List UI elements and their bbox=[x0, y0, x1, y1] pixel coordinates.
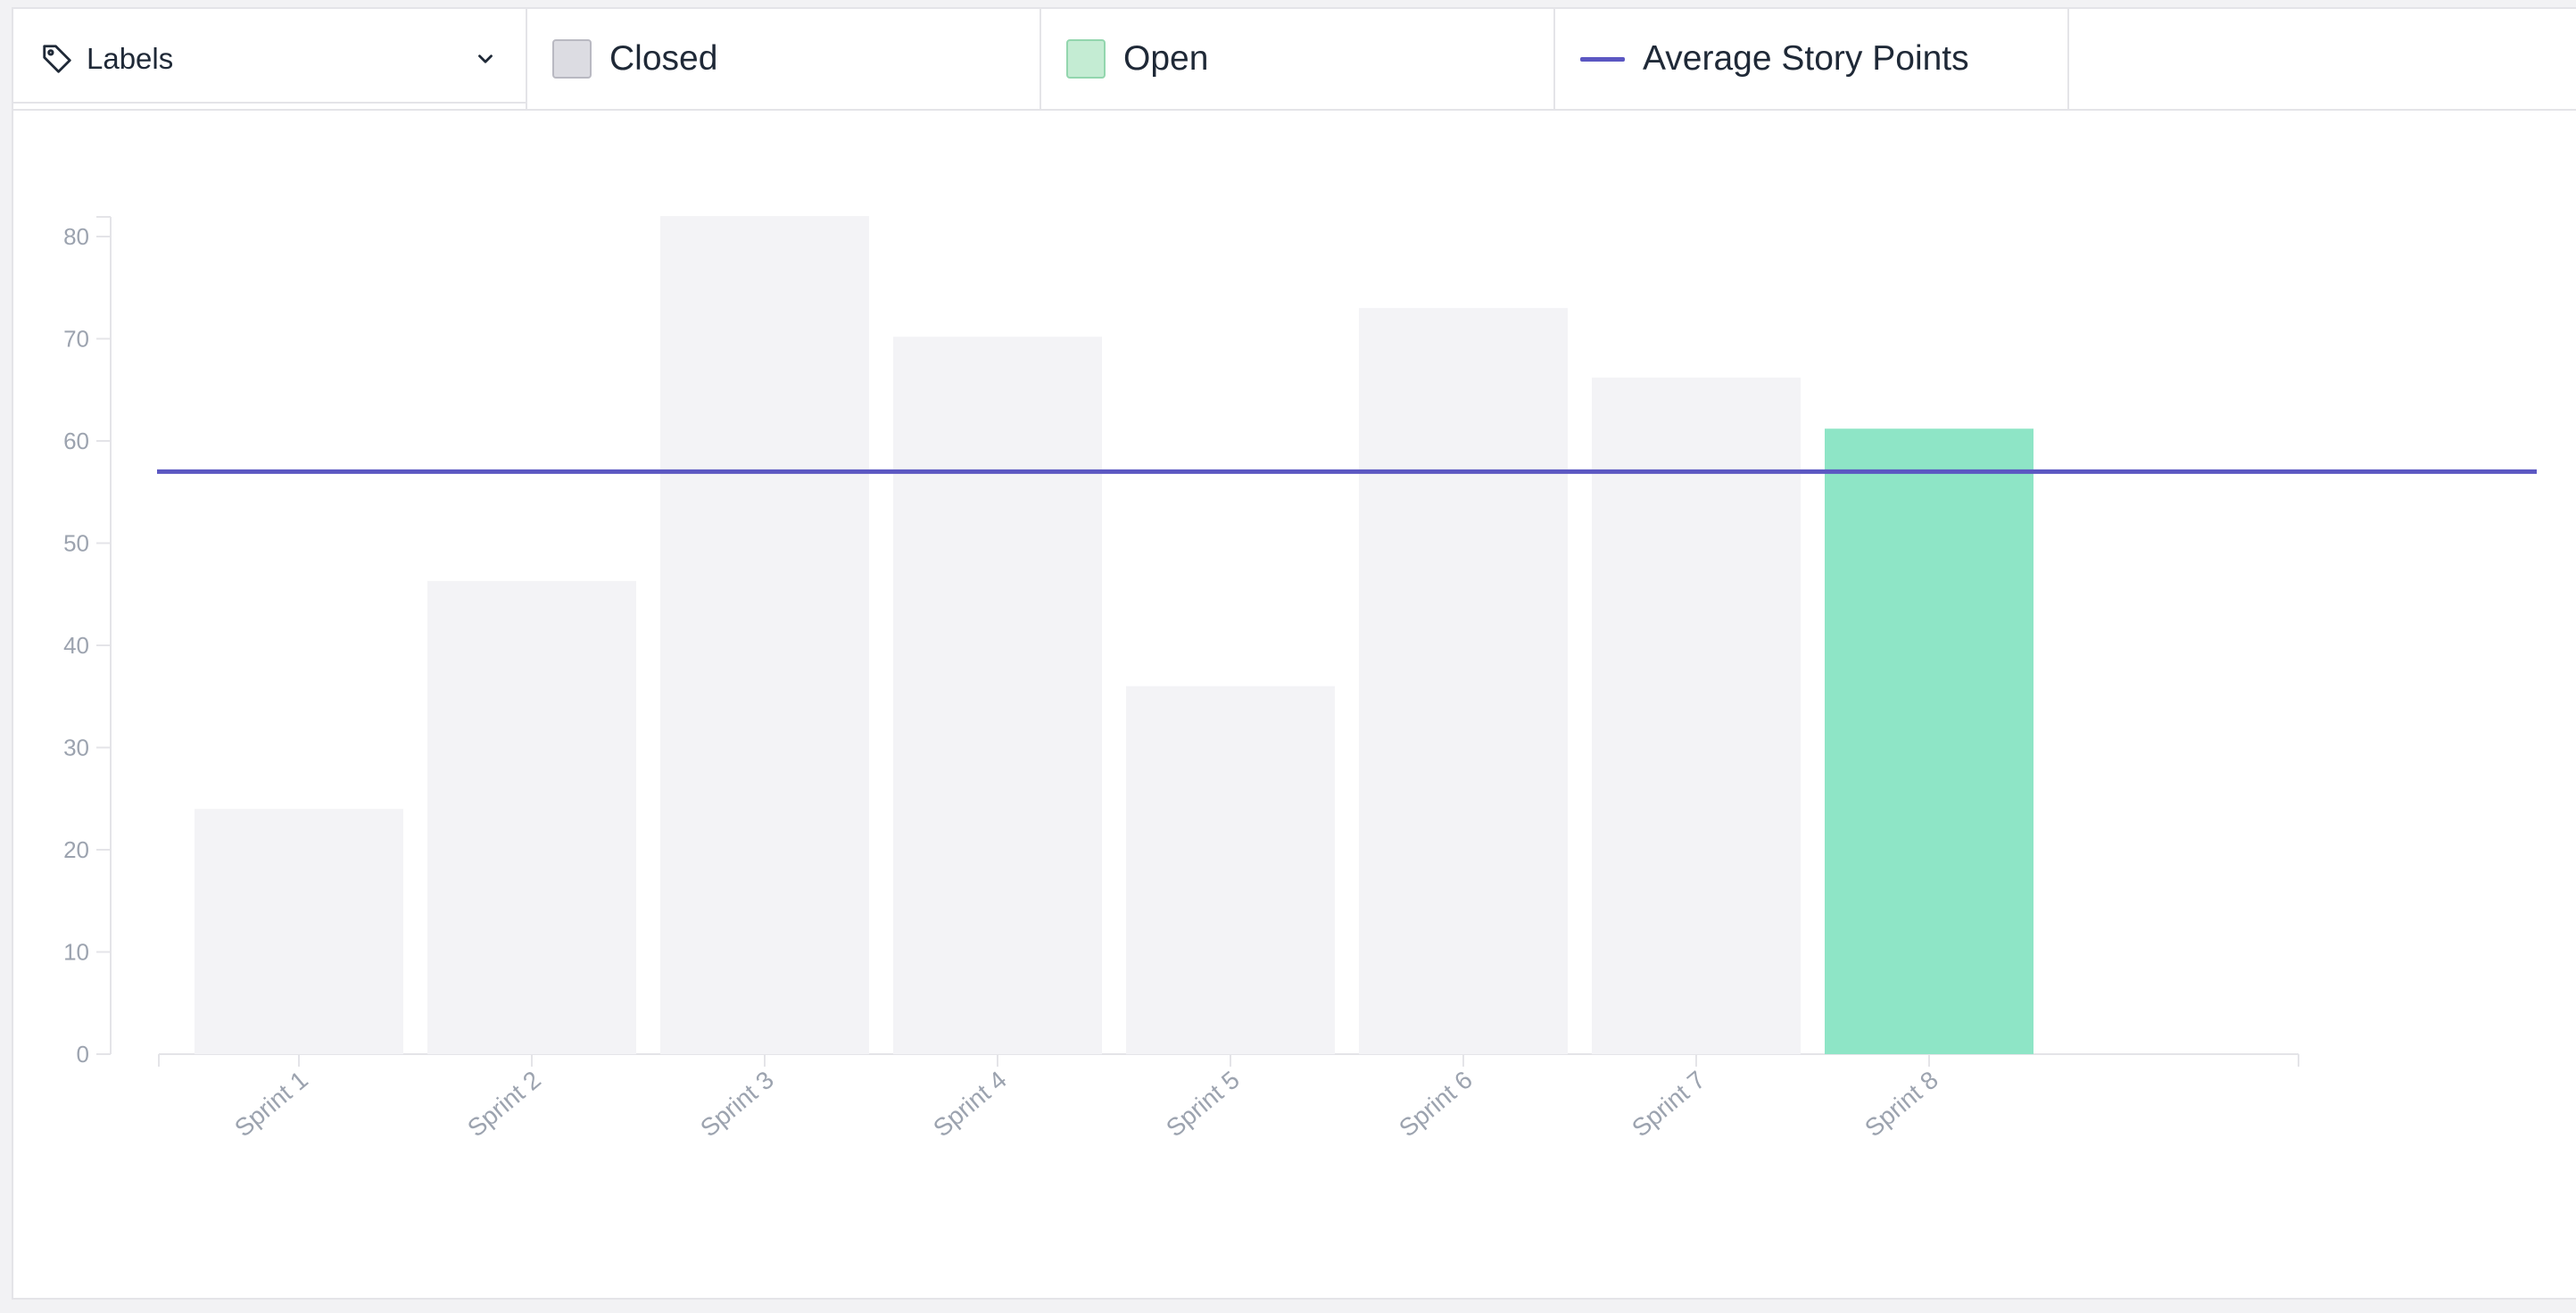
x-tick-label: Sprint 1 bbox=[229, 1066, 313, 1143]
y-tick-label: 40 bbox=[63, 632, 89, 659]
y-tick-label: 80 bbox=[63, 223, 89, 250]
legend-bar: Labels Closed Open Average Story Points bbox=[13, 9, 2576, 111]
x-tick-label: Sprint 6 bbox=[1394, 1066, 1478, 1143]
bar-closed-3 bbox=[660, 216, 869, 1055]
bar-closed-1 bbox=[195, 809, 403, 1054]
x-tick-label: Sprint 7 bbox=[1627, 1066, 1710, 1143]
y-tick-label: 30 bbox=[63, 735, 89, 761]
open-swatch bbox=[1066, 39, 1106, 79]
labels-dropdown-label: Labels bbox=[87, 42, 174, 75]
bar-closed-4 bbox=[893, 337, 1102, 1055]
x-tick-label: Sprint 2 bbox=[462, 1066, 546, 1143]
y-tick-label: 0 bbox=[77, 1041, 89, 1068]
bar-closed-7 bbox=[1592, 378, 1801, 1054]
legend-label-average: Average Story Points bbox=[1643, 39, 1969, 78]
legend-item-closed[interactable]: Closed bbox=[527, 9, 1041, 109]
x-tick-label: Sprint 5 bbox=[1161, 1066, 1245, 1143]
x-tick-label: Sprint 8 bbox=[1860, 1066, 1943, 1143]
y-tick-label: 20 bbox=[63, 836, 89, 863]
legend-label-closed: Closed bbox=[609, 39, 718, 78]
y-tick-label: 50 bbox=[63, 530, 89, 557]
x-tick-label: Sprint 4 bbox=[928, 1066, 1012, 1143]
y-tick-label: 70 bbox=[63, 326, 89, 353]
bar-closed-5 bbox=[1126, 686, 1335, 1054]
x-tick-label: Sprint 3 bbox=[695, 1066, 779, 1143]
closed-swatch bbox=[552, 39, 592, 79]
y-tick-label: 60 bbox=[63, 428, 89, 454]
legend-label-open: Open bbox=[1123, 39, 1209, 78]
bar-closed-6 bbox=[1359, 308, 1568, 1054]
y-tick-label: 10 bbox=[63, 939, 89, 966]
average-line-swatch bbox=[1580, 56, 1625, 62]
legend-item-average[interactable]: Average Story Points bbox=[1555, 9, 2069, 109]
bar-closed-2 bbox=[427, 580, 636, 1054]
bar-open-8 bbox=[1825, 428, 2033, 1054]
labels-dropdown[interactable]: Labels bbox=[13, 9, 527, 109]
chevron-down-icon bbox=[478, 54, 493, 63]
tag-icon bbox=[43, 45, 71, 73]
legend-item-open[interactable]: Open bbox=[1041, 9, 1555, 109]
